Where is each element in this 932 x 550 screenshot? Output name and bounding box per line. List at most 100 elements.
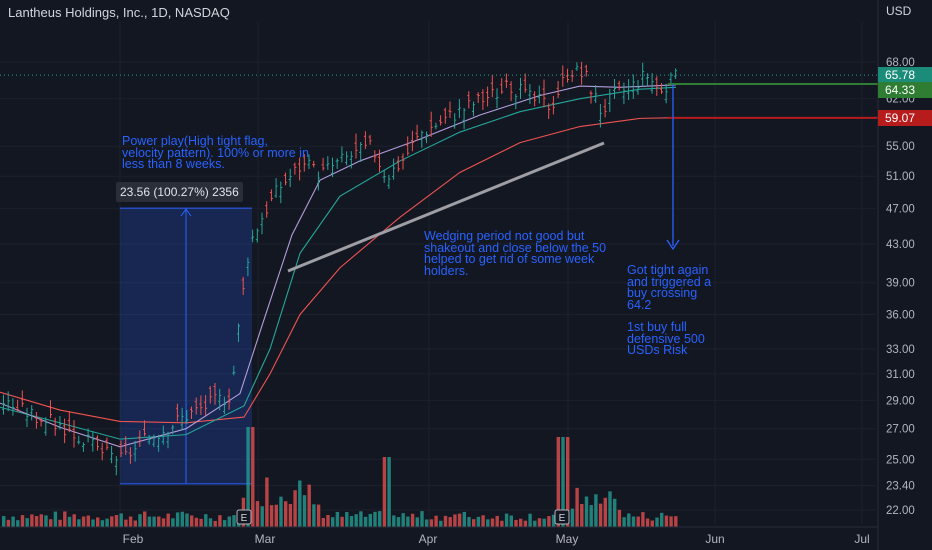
volume-bar bbox=[204, 514, 208, 527]
volume-bar bbox=[147, 516, 152, 527]
volume-bar bbox=[2, 516, 6, 527]
time-tick-label: Jun bbox=[705, 532, 724, 546]
volume-bar bbox=[627, 513, 631, 527]
volume-bar bbox=[631, 516, 636, 527]
volume-bar bbox=[222, 520, 227, 527]
volume-bar bbox=[114, 514, 119, 527]
volume-bar bbox=[495, 515, 499, 527]
annotation-got-tight[interactable]: Got tight again and triggered a buy cros… bbox=[627, 263, 712, 312]
volume-bar bbox=[326, 514, 330, 527]
volume-bar bbox=[119, 513, 123, 527]
volume-bar bbox=[443, 515, 448, 527]
volume-bar bbox=[293, 490, 297, 527]
volume-bar bbox=[194, 517, 199, 527]
volume-bar bbox=[462, 511, 466, 527]
volume-bar bbox=[387, 457, 391, 527]
volume-bar bbox=[664, 515, 669, 527]
volume-bar bbox=[161, 518, 166, 527]
volume-bar bbox=[128, 516, 133, 527]
volume-bar bbox=[302, 495, 307, 527]
candlesticks bbox=[2, 61, 678, 476]
volume-bar bbox=[401, 513, 405, 527]
volume-bar bbox=[307, 484, 311, 527]
grid-lines bbox=[0, 22, 876, 524]
volume-bar bbox=[39, 514, 43, 527]
volume-bar bbox=[312, 504, 316, 527]
volume-bar bbox=[316, 504, 321, 527]
price-tick-label: 43.00 bbox=[886, 239, 915, 251]
volume-bar bbox=[378, 511, 382, 527]
volume-bar bbox=[547, 516, 551, 527]
volume-bar bbox=[133, 520, 137, 527]
time-tick-label: Apr bbox=[419, 532, 438, 546]
volume-bar bbox=[509, 515, 513, 527]
volume-bar bbox=[30, 514, 34, 527]
volume-bar bbox=[434, 515, 438, 527]
volume-bar bbox=[53, 511, 58, 527]
volume-bar bbox=[298, 480, 302, 527]
volume-bar bbox=[11, 516, 15, 527]
volume-bar bbox=[331, 517, 335, 527]
volume-bar bbox=[6, 519, 11, 527]
volume-bar bbox=[227, 516, 231, 527]
price-tick-label: 31.00 bbox=[886, 369, 915, 381]
volume-bar bbox=[556, 437, 560, 527]
price-tick-label: 68.00 bbox=[886, 57, 915, 69]
volume-bar bbox=[185, 513, 189, 527]
volume-bar bbox=[425, 519, 429, 527]
price-tick-label: 23.40 bbox=[886, 481, 915, 493]
volume-bar bbox=[81, 516, 86, 527]
time-tick-label: May bbox=[556, 532, 579, 546]
price-tick-label: 51.00 bbox=[886, 171, 915, 183]
last-price-badge: 65.78 bbox=[878, 67, 932, 83]
volume-bar bbox=[345, 512, 349, 527]
volume-bar bbox=[373, 511, 377, 527]
currency-label[interactable]: USD bbox=[886, 4, 912, 18]
annotation-power-play[interactable]: Power play(High tight flag, velocity pat… bbox=[122, 134, 309, 172]
volume-bar bbox=[138, 514, 142, 527]
volume-bar bbox=[476, 516, 481, 527]
volume-bar bbox=[617, 509, 622, 527]
volume-bar bbox=[636, 516, 640, 527]
volume-bar bbox=[359, 511, 363, 527]
volume-bar bbox=[288, 503, 293, 527]
volume-bar bbox=[368, 513, 372, 527]
volume-bar bbox=[16, 520, 20, 527]
volume-bar bbox=[44, 515, 48, 527]
volume-bar bbox=[105, 518, 109, 527]
volume-bar bbox=[284, 501, 288, 527]
price-tick-label: 27.00 bbox=[886, 424, 915, 436]
volume-bar bbox=[481, 515, 485, 527]
volume-bar bbox=[392, 515, 396, 527]
volume-bar bbox=[58, 519, 62, 527]
volume-bar bbox=[575, 487, 579, 527]
volume-bar bbox=[72, 514, 76, 527]
volume-bar bbox=[453, 514, 457, 527]
volume-bar bbox=[255, 501, 260, 527]
wedge-trendline bbox=[287, 141, 605, 273]
volume-bar bbox=[110, 516, 114, 527]
volume-bar bbox=[279, 496, 283, 527]
annotation-wedging[interactable]: Wedging period not good but shakeout and… bbox=[424, 229, 607, 278]
volume-bar bbox=[77, 519, 81, 527]
volume-bar bbox=[645, 518, 650, 527]
earnings-marker bbox=[554, 509, 570, 525]
volume-bar bbox=[354, 514, 358, 527]
volume-bars bbox=[2, 427, 678, 527]
volume-bar bbox=[171, 518, 175, 527]
volume-bar bbox=[67, 516, 72, 527]
volume-bar bbox=[457, 513, 462, 527]
volume-bar bbox=[622, 517, 626, 527]
volume-bar bbox=[190, 515, 194, 527]
volume-bar bbox=[265, 477, 269, 527]
volume-bar bbox=[613, 498, 617, 527]
time-tick-label: Jul bbox=[854, 532, 869, 546]
volume-bar bbox=[415, 517, 419, 527]
annotation-first-buy[interactable]: 1st buy full defensive 500 USDs Risk bbox=[627, 320, 705, 358]
volume-bar bbox=[232, 515, 236, 527]
price-tick-label: 47.00 bbox=[886, 204, 915, 216]
earnings-marker-label: E bbox=[559, 513, 566, 524]
measure-arrow-head bbox=[180, 208, 192, 217]
